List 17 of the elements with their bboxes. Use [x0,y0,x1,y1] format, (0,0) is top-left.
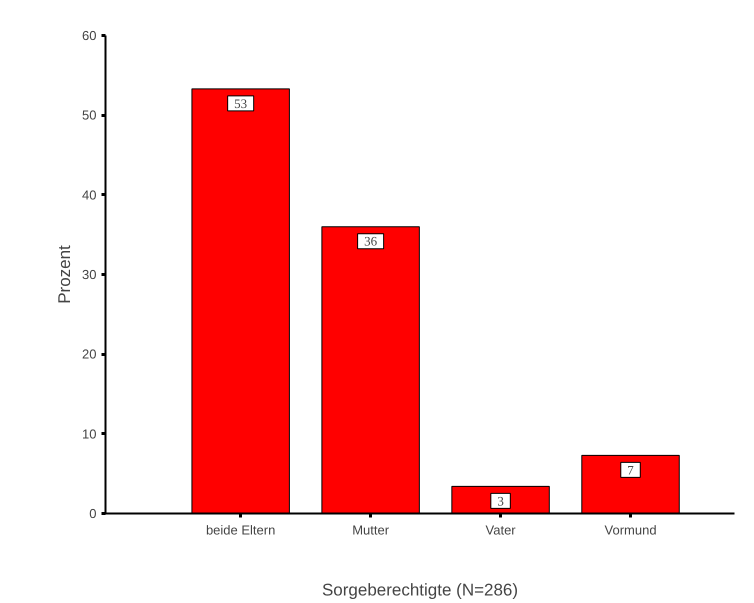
y-tick-label: 0 [89,506,97,521]
x-tick-label: beide Eltern [206,522,276,538]
y-tick-label: 10 [82,426,97,442]
x-tick-label: Mutter [352,522,390,538]
data-label: 3 [490,493,510,508]
data-label: 36 [358,234,384,249]
y-tick-label: 20 [82,346,97,362]
y-axis-title: Prozent [55,244,74,304]
x-tick-label: Vormund [604,522,657,538]
x-axis-title: Sorgeberechtigte (N=286) [322,580,518,600]
y-tick-label: 60 [82,28,97,43]
data-label: 7 [620,462,640,478]
x-tick-label: Vater [486,522,516,538]
y-tick-label: 50 [82,108,97,123]
y-tick-label: 30 [82,267,97,282]
y-tick-label: 40 [82,187,97,202]
data-label: 53 [228,96,254,111]
